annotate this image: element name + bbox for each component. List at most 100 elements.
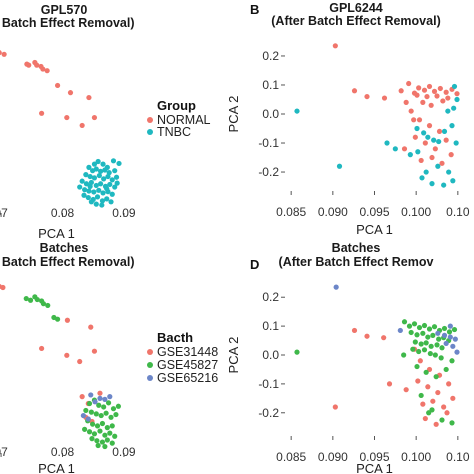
- panel-3-point-gse45827: [97, 428, 103, 434]
- panel-3-point-gse45827: [93, 411, 99, 417]
- panel-3-title-line-1: Batches: [40, 241, 89, 255]
- panel-4-point-gse45827: [434, 342, 440, 348]
- panel-3-point-gse45827: [45, 302, 51, 309]
- panel-1-point-tnbc: [100, 190, 106, 196]
- panel-4-y-axis-title: PCA 2: [226, 337, 241, 374]
- panel-2-point-normal: [398, 88, 404, 94]
- panel-1-point-tnbc: [95, 158, 101, 165]
- panel-1-point-tnbc: [101, 176, 107, 182]
- panel-4-point-gse45827: [416, 348, 422, 355]
- panel-3-point-gse45827: [90, 421, 96, 427]
- panel-2-point-tnbc: [446, 169, 452, 175]
- panel-2-point-tnbc: [453, 140, 459, 146]
- panel-3-legend-swatch-gse65216: [147, 375, 153, 381]
- panel-2-point-normal: [418, 157, 424, 164]
- panel-2-point-normal: [437, 85, 443, 92]
- panel-3-xtick-label: 0.08: [51, 445, 75, 459]
- panel-3-point-gse31448: [88, 324, 94, 330]
- panel-1-point-tnbc: [86, 188, 92, 194]
- panel-4-xtick-label: 0.10: [446, 450, 470, 464]
- panel-1-point-tnbc: [102, 167, 108, 173]
- panel-2-point-normal: [439, 160, 445, 166]
- panel-3-point-gse65216: [80, 412, 86, 419]
- panel-3-point-gse45827: [115, 403, 121, 409]
- panel-1-point-normal: [40, 66, 46, 72]
- panel-1-point-tnbc: [104, 196, 110, 202]
- panel-4-point-gse65216: [435, 330, 441, 336]
- panel-4-point-gse45827: [418, 341, 424, 347]
- panel-3-point-gse45827: [109, 440, 115, 446]
- panel-1-point-tnbc: [85, 194, 91, 201]
- panel-2-point-tnbc: [429, 181, 435, 187]
- panel-3-point-gse65216: [102, 396, 108, 402]
- panel-4-point-gse45827: [436, 336, 442, 342]
- panel-4-point-gse65216: [441, 332, 448, 338]
- panel-1-legend-label-normal: NORMAL: [157, 113, 211, 127]
- panel-1-xtick-label: 0.09: [112, 206, 136, 220]
- panel-4-point-gse45827: [451, 326, 458, 333]
- panel-2-point-normal: [432, 146, 438, 152]
- panel-2-point-normal: [448, 152, 454, 158]
- panel-3-point-gse31448: [64, 317, 71, 323]
- panel-3-point-gse65216: [85, 416, 91, 422]
- panel-2-y-axis-title: PCA 2: [226, 96, 241, 133]
- panel-3-point-gse65216: [92, 399, 98, 405]
- panel-4-point-gse45827: [411, 321, 418, 327]
- panel-1-point-tnbc: [104, 186, 110, 192]
- panel-4-point-gse31448: [446, 381, 452, 387]
- panel-2-point-normal: [440, 98, 446, 104]
- panel-1-point-normal: [79, 122, 85, 129]
- panel-3-title-line-2: r Batch Effect Removal): [0, 255, 135, 269]
- panel-3-point-gse45827: [108, 414, 114, 420]
- panel-4-ytick-label: 0.1: [262, 319, 279, 333]
- panel-4-point-gse45827: [421, 347, 428, 353]
- panel-3-point-gse45827: [113, 411, 119, 418]
- panel-1-point-tnbc: [77, 184, 83, 190]
- panel-4-point-gse31448: [332, 404, 338, 410]
- panel-1-point-tnbc: [91, 161, 98, 167]
- panel-1-title-line-2: r Batch Effect Removal): [0, 16, 135, 30]
- panel-2-point-normal: [429, 154, 435, 161]
- panel-4-point-gse31448: [415, 378, 421, 384]
- panel-4-point-gse45827: [449, 358, 455, 364]
- panel-3-point-gse65216: [107, 394, 113, 400]
- panel-3-point-gse45827: [27, 297, 34, 303]
- panel-2-point-normal: [364, 93, 370, 100]
- panel-4-point-gse45827: [416, 324, 423, 331]
- panel-3-point-gse45827: [103, 410, 109, 416]
- panel-4-point-gse31448: [425, 384, 431, 390]
- panel-3-point-gse45827: [107, 430, 113, 436]
- panel-4-ytick-label: -0.1: [258, 377, 279, 391]
- panel-3-point-gse31448: [91, 348, 98, 354]
- panel-2-point-tnbc: [384, 140, 390, 146]
- panel-1-title-line-1: GPL570: [41, 3, 88, 17]
- panel-2-point-tnbc: [414, 125, 420, 132]
- panel-1-legend-swatch-normal: [147, 117, 153, 123]
- panel-3-point-gse45827: [98, 412, 104, 419]
- panel-2-point-normal: [406, 80, 412, 87]
- panel-2-point-normal: [431, 88, 438, 94]
- panel-4-point-gse45827: [423, 369, 429, 375]
- panel-3-point-gse65216: [88, 392, 94, 398]
- panel-3-point-gse45827: [102, 432, 108, 438]
- panel-4-ytick-label: 0.2: [262, 290, 279, 304]
- panel-1-point-normal: [67, 90, 74, 96]
- panel-3-point-gse45827: [91, 431, 98, 437]
- panel-1-point-tnbc: [97, 168, 104, 174]
- panel-2-xtick-label: 0.100: [401, 205, 431, 219]
- panel-4-point-gse45827: [401, 352, 407, 358]
- panel-3-x-axis-title: PCA 1: [38, 461, 75, 474]
- panel-1-point-tnbc: [94, 194, 101, 200]
- panel-4-point-gse45827: [427, 350, 433, 357]
- panel-1-point-tnbc: [96, 172, 102, 179]
- panel-4-point-gse31448: [351, 327, 358, 334]
- panel-3-point-gse45827: [105, 400, 112, 406]
- panel-1-point-tnbc: [108, 199, 114, 205]
- panel-1-point-tnbc: [93, 201, 99, 207]
- panel-1-point-normal: [1, 51, 7, 57]
- panel-3-legend-label-gse65216: GSE65216: [157, 371, 218, 385]
- panel-1-point-tnbc: [79, 178, 85, 184]
- panel-1-point-tnbc: [105, 173, 111, 180]
- panel-2-point-tnbc: [436, 138, 442, 145]
- panel-2-point-tnbc: [423, 169, 429, 175]
